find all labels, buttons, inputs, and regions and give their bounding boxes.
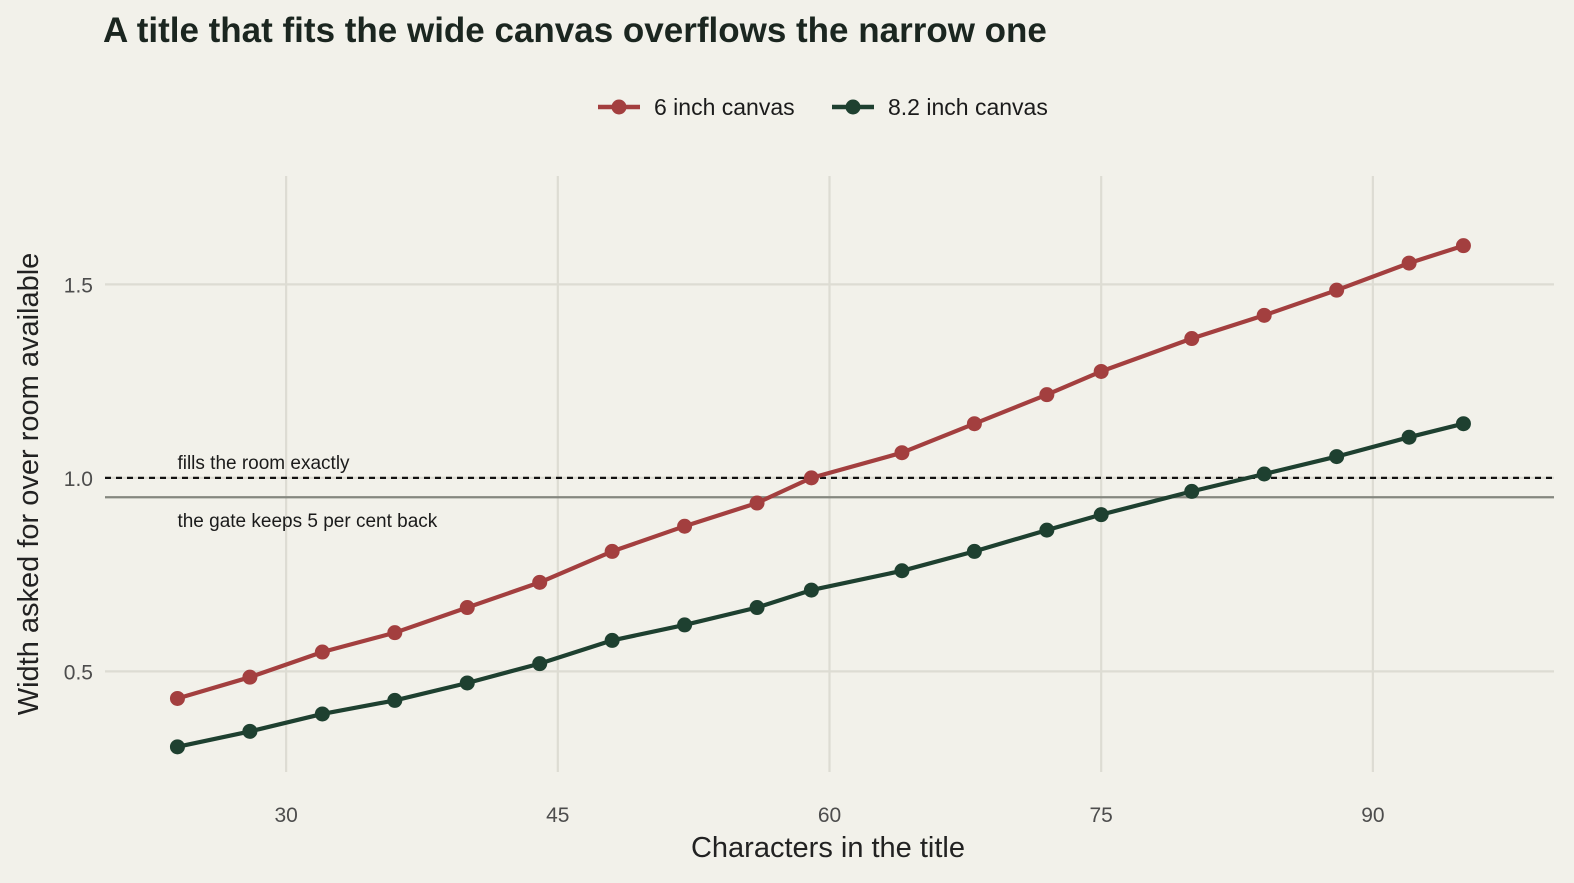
series-0-point-7: [677, 518, 693, 534]
legend-swatch-dot-8-2-inch: [845, 99, 861, 115]
series-0-point-0: [169, 690, 185, 706]
series-1-point-15: [1256, 466, 1272, 482]
series-0-point-18: [1455, 238, 1471, 254]
series-1-point-18: [1455, 416, 1471, 432]
x-tick-label-30: 30: [274, 804, 297, 827]
y-axis-title: Width asked for over room available: [13, 253, 45, 716]
series-0-point-6: [604, 543, 620, 559]
series-0-point-8: [749, 495, 765, 511]
series-0-point-2: [314, 644, 330, 660]
series-1-point-0: [169, 739, 185, 755]
series-0-point-5: [532, 574, 548, 590]
series-0-point-1: [242, 669, 258, 685]
x-tick-label-60: 60: [818, 804, 841, 827]
tick-labels: 30 45 60 75 90 0.5 1.0 1.5: [64, 274, 1385, 827]
series-1-point-2: [314, 706, 330, 722]
x-tick-label-75: 75: [1090, 804, 1113, 827]
series-1-point-7: [677, 617, 693, 633]
chart-title: A title that fits the wide canvas overfl…: [103, 11, 1047, 50]
series-0-point-11: [966, 416, 982, 432]
x-tick-label-90: 90: [1361, 804, 1384, 827]
series: [169, 238, 1471, 755]
series-1-point-10: [894, 563, 910, 579]
x-tick-label-45: 45: [546, 804, 569, 827]
reference-label-0: fills the room exactly: [177, 453, 350, 474]
series-0-point-12: [1039, 387, 1055, 403]
series-0-point-4: [459, 600, 475, 616]
series-1-point-13: [1093, 507, 1109, 523]
series-1-point-9: [803, 582, 819, 598]
series-0-point-13: [1093, 363, 1109, 379]
legend-label-8-2-inch: 8.2 inch canvas: [888, 94, 1048, 120]
reference-label-1: the gate keeps 5 per cent back: [177, 511, 437, 532]
reference-lines: fills the room exactly the gate keeps 5 p…: [105, 453, 1554, 532]
x-axis-title: Characters in the title: [691, 832, 965, 864]
y-tick-label-2: 1.5: [64, 274, 93, 297]
series-0-point-9: [803, 470, 819, 486]
series-0-point-17: [1401, 255, 1417, 271]
legend-swatch-dot-6-inch: [611, 99, 627, 115]
series-1-point-12: [1039, 522, 1055, 538]
series-1-point-5: [532, 656, 548, 672]
legend: 6 inch canvas 8.2 inch canvas: [598, 94, 1048, 120]
series-0-point-10: [894, 445, 910, 461]
series-1-point-1: [242, 723, 258, 739]
series-1-point-17: [1401, 429, 1417, 445]
series-0-point-3: [387, 625, 403, 641]
series-1-point-6: [604, 632, 620, 648]
series-1-point-11: [966, 543, 982, 559]
y-tick-label-1: 1.0: [64, 468, 93, 491]
series-1-point-8: [749, 600, 765, 616]
series-0-point-15: [1256, 307, 1272, 323]
series-0-point-14: [1184, 331, 1200, 347]
series-1-point-4: [459, 675, 475, 691]
series-1-point-3: [387, 692, 403, 708]
series-1-point-16: [1329, 449, 1345, 465]
series-0-point-16: [1329, 282, 1345, 298]
legend-label-6-inch: 6 inch canvas: [654, 94, 795, 120]
series-1-point-14: [1184, 483, 1200, 499]
y-tick-label-0: 0.5: [64, 661, 93, 684]
